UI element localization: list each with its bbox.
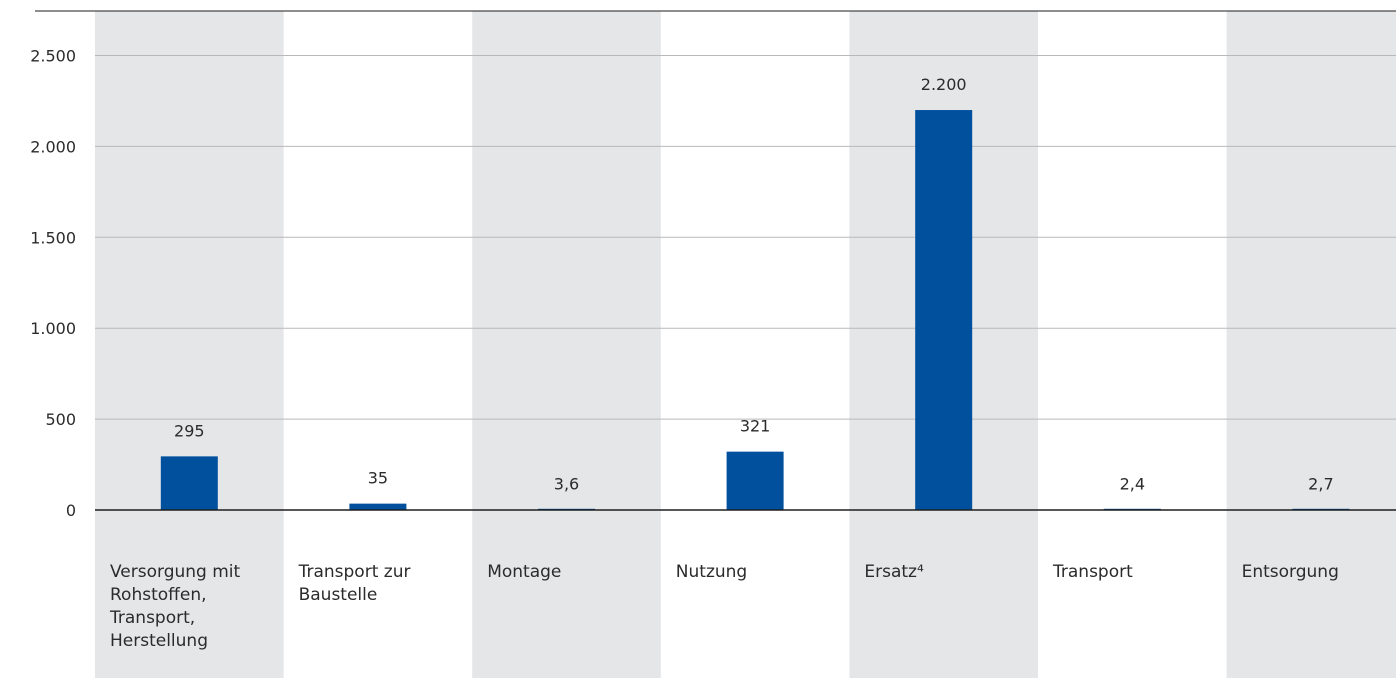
value-label: 2,4 <box>1120 475 1145 494</box>
value-label: 3,6 <box>554 474 579 493</box>
category-label-line: Herstellung <box>110 631 208 651</box>
bar <box>160 456 218 510</box>
category-label: Nutzung <box>676 562 747 582</box>
category-label: Transport <box>1052 562 1133 582</box>
y-tick-label: 0 <box>66 501 76 520</box>
category-label-line: Baustelle <box>299 585 378 605</box>
category-label: Entsorgung <box>1242 562 1339 582</box>
category-label-line: Versorgung mit <box>110 562 241 582</box>
gridlines <box>95 55 1396 420</box>
category-label-line: Rohstoffen, <box>110 585 207 605</box>
y-tick-label: 2.500 <box>30 47 76 66</box>
category-label-line: Nutzung <box>676 562 747 582</box>
value-label: 2.200 <box>921 75 967 94</box>
value-label: 35 <box>368 469 388 488</box>
category-labels: Versorgung mit Rohstoffen, Transport, Herst… <box>109 562 1339 651</box>
category-label: Transport zur Baustelle <box>298 562 411 605</box>
category-band <box>95 11 284 678</box>
value-label: 321 <box>740 417 771 436</box>
y-tick-label: 1.000 <box>30 319 76 338</box>
category-label: Ersatz⁴ <box>864 562 924 582</box>
bar <box>349 503 407 510</box>
category-label-line: Montage <box>487 562 561 582</box>
category-label: Versorgung mit Rohstoffen, Transport, Herst… <box>109 562 241 651</box>
category-label-line: Entsorgung <box>1242 562 1339 582</box>
category-label-line: Ersatz⁴ <box>864 562 924 582</box>
value-labels: 295 35 3,6 321 2.200 2,4 2,7 <box>174 75 1334 494</box>
bar <box>726 451 784 510</box>
bar <box>915 110 973 510</box>
category-band <box>472 11 661 678</box>
category-bands <box>95 11 1396 678</box>
bars <box>160 110 1350 510</box>
category-band <box>1226 11 1396 678</box>
value-label: 295 <box>174 421 205 440</box>
y-tick-label: 1.500 <box>30 228 76 247</box>
y-tick-label: 2.000 <box>30 137 76 156</box>
value-label: 2,7 <box>1308 475 1333 494</box>
category-label-line: Transport, <box>109 608 195 628</box>
y-tick-label: 500 <box>45 410 76 429</box>
category-label-line: Transport zur <box>298 562 411 582</box>
y-axis-tick-labels: 0 500 1.000 1.500 2.000 2.500 <box>30 47 76 521</box>
category-label-line: Transport <box>1052 562 1133 582</box>
category-label: Montage <box>487 562 561 582</box>
